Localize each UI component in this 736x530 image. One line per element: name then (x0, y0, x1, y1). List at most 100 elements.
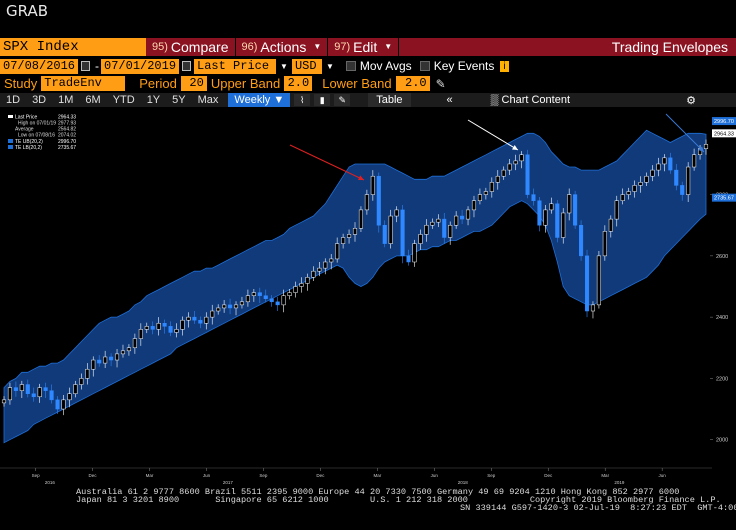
candle (471, 200, 477, 211)
range-bar: 1D 3D 1M 6M YTD 1Y 5Y Max Weekly ▼ ⌇ ▮ ✎… (0, 93, 736, 107)
chart-content-button[interactable]: ▒ Chart Content (490, 94, 570, 106)
legend-ub-label: TE UB(20,2) (15, 139, 43, 145)
range-5y[interactable]: 5Y (172, 94, 186, 106)
range-1d[interactable]: 1D (6, 94, 21, 106)
candle (174, 329, 179, 333)
candle (680, 185, 685, 195)
frequency-select[interactable]: Weekly ▼ (228, 93, 291, 107)
candle (561, 212, 566, 238)
line-chart-icon[interactable]: ⌇ (294, 94, 311, 106)
pencil-icon[interactable]: ✎ (435, 76, 446, 91)
candle (543, 209, 548, 226)
candle (465, 209, 471, 220)
candle (138, 329, 143, 339)
range-1y[interactable]: 1Y (146, 94, 161, 106)
x-tick-label: Mar (601, 473, 609, 478)
price-tags: 2996.70 2964.33 2735.67 (712, 117, 736, 202)
period-field[interactable]: 20 (180, 76, 207, 91)
x-axis: Sep Dec Mar Jun Sep Dec Mar Jun Sep Dec Mar Jun 2016… (0, 467, 712, 485)
candle (335, 243, 340, 260)
x-year-label: 2016 (45, 480, 56, 485)
x-tick-label: Mar (146, 473, 154, 478)
legend-low-value: 2074.02 (58, 133, 76, 139)
x-tick-label: Dec (89, 473, 98, 478)
candle (537, 200, 542, 226)
y-tick-label: 2600 (716, 254, 728, 260)
study-select[interactable]: TradeEnv (41, 76, 126, 91)
currency-select[interactable]: USD (291, 58, 322, 74)
candle (79, 378, 84, 385)
upper-band-field[interactable]: 2.0 (284, 76, 313, 91)
start-date-field[interactable]: 07/08/2016 (0, 58, 79, 74)
legend-last-label: Last Price (15, 115, 37, 121)
chevron-down-icon: ▼ (313, 42, 322, 51)
x-year-label: 2018 (458, 480, 469, 485)
chart-type-icon[interactable]: ▮ (314, 94, 331, 106)
candle (376, 175, 381, 226)
arrow-head (512, 144, 518, 150)
candle (620, 194, 625, 201)
collapse-icon[interactable]: « (446, 94, 453, 106)
legend-high-label: High on 07/01/19 (18, 121, 56, 127)
candle (275, 301, 280, 306)
x-tick-label: Mar (373, 473, 381, 478)
candle (662, 157, 667, 165)
calendar-icon[interactable] (81, 61, 91, 71)
candle (406, 255, 411, 263)
candle (394, 209, 399, 217)
ticker-field[interactable]: SPX Index (0, 38, 146, 56)
mov-avgs-checkbox[interactable] (345, 61, 356, 71)
legend-low-label: Low on 07/08/16 (18, 133, 55, 139)
candle (311, 270, 316, 278)
range-1m[interactable]: 1M (58, 94, 74, 106)
candle (525, 154, 530, 195)
candle (67, 393, 72, 401)
trading-envelope (3, 129, 707, 444)
candle (144, 326, 149, 330)
candle (495, 175, 500, 183)
range-max[interactable]: Max (197, 94, 219, 106)
y-tick-label: 2000 (716, 438, 728, 444)
candle (608, 218, 613, 232)
candle (448, 224, 453, 238)
price-field-select[interactable]: Last Price (194, 58, 277, 74)
draw-icon[interactable]: ✎ (334, 94, 351, 106)
candle (656, 163, 661, 171)
candle (364, 194, 369, 211)
range-3d[interactable]: 3D (32, 94, 47, 106)
chart-content-label: Chart Content (501, 94, 570, 106)
actions-number: 96) (241, 41, 258, 53)
candle (412, 243, 417, 263)
calendar-icon[interactable] (182, 61, 192, 71)
candle (489, 182, 494, 192)
key-events-checkbox[interactable] (419, 61, 430, 71)
candles (1, 139, 709, 416)
candle (388, 215, 393, 244)
edit-label: Edit (353, 39, 378, 55)
candle (596, 255, 601, 306)
range-6m[interactable]: 6M (85, 94, 101, 106)
compare-number: 95) (152, 41, 168, 53)
candle (19, 384, 24, 391)
compare-menu[interactable]: 95) Compare (146, 38, 236, 56)
candle (91, 359, 96, 370)
end-date-field[interactable]: 07/01/2019 (101, 58, 180, 74)
price-chart[interactable]: 20002200240026002800 SepDecMarJunSepDecM… (0, 110, 736, 488)
candle (73, 384, 78, 394)
legend-average-value: 2564.82 (58, 127, 76, 133)
table-button[interactable]: Table (368, 93, 411, 107)
price-tag-label: 2735.67 (714, 196, 734, 202)
envelope-band (3, 129, 707, 444)
chevron-down-icon: ▼ (280, 61, 288, 71)
legend-swatch-lb (8, 145, 13, 149)
candle (61, 399, 66, 410)
candle (567, 194, 572, 214)
x-tick-label: Sep (487, 473, 496, 478)
info-icon[interactable]: i (500, 60, 509, 72)
legend: Last Price 2964.33 High on 07/01/19 2977… (6, 112, 80, 154)
edit-menu[interactable]: 97) Edit ▼ (328, 38, 400, 56)
actions-menu[interactable]: 96) Actions ▼ (236, 38, 329, 56)
range-ytd[interactable]: YTD (112, 94, 135, 106)
lower-band-field[interactable]: 2.0 (395, 76, 430, 91)
gear-icon[interactable]: ⚙ (686, 94, 696, 107)
